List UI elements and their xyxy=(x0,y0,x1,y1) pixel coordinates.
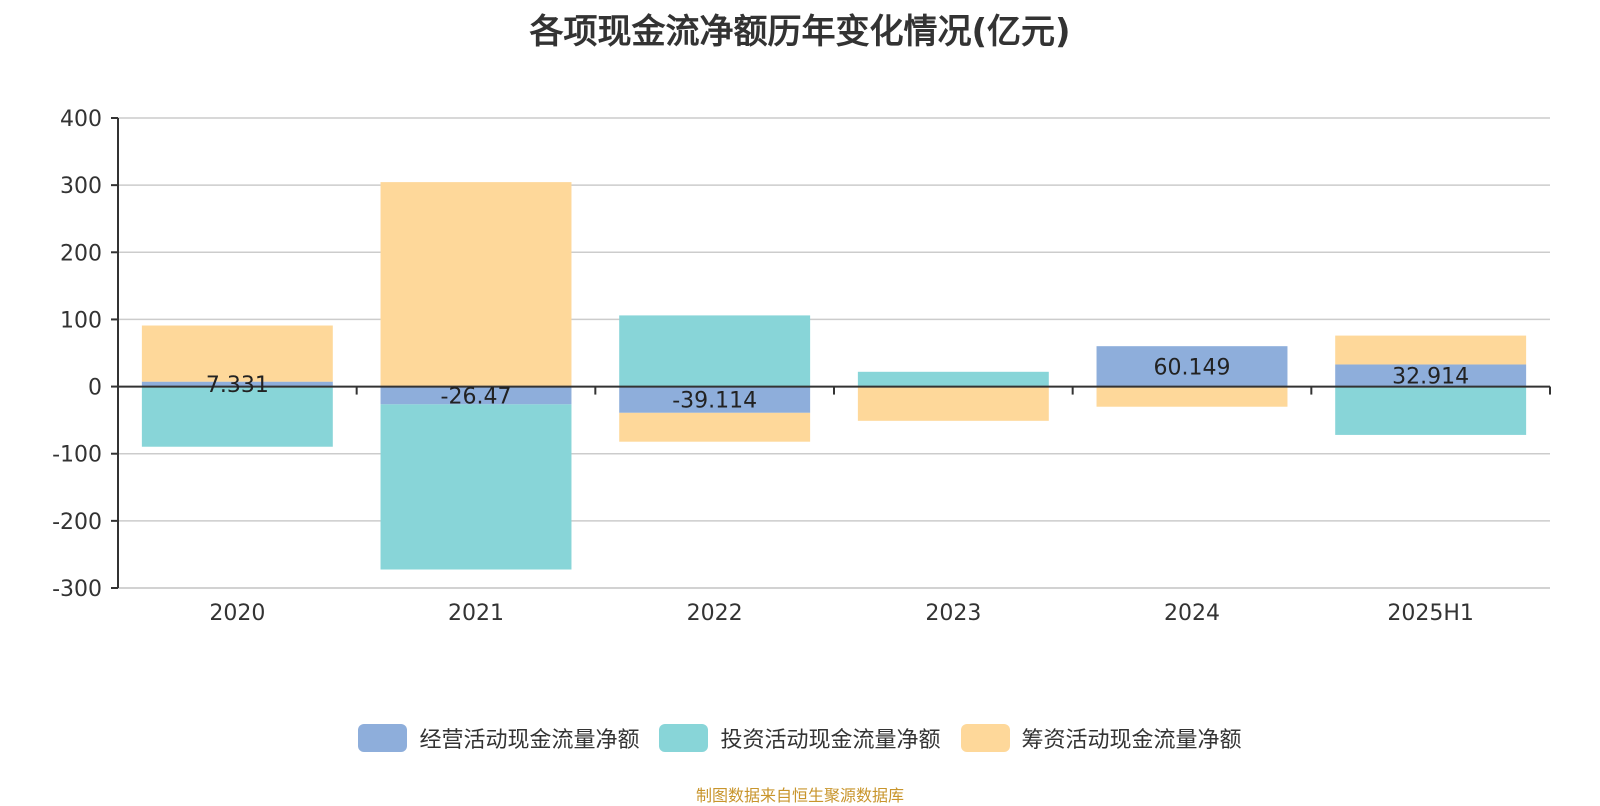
legend: 经营活动现金流量净额 投资活动现金流量净额 筹资活动现金流量净额 xyxy=(0,722,1600,754)
bar-value-label: 60.149 xyxy=(1154,355,1231,380)
x-tick-label: 2022 xyxy=(687,601,743,626)
bar-segment[interactable] xyxy=(619,412,811,442)
y-tick-label: -200 xyxy=(52,510,102,535)
x-tick-label: 2023 xyxy=(925,601,981,626)
bar-segment[interactable] xyxy=(141,325,333,382)
y-tick-label: -100 xyxy=(52,443,102,468)
bar-value-label: 32.914 xyxy=(1392,365,1469,390)
legend-swatch-financing xyxy=(960,724,1010,752)
bar-segment[interactable] xyxy=(1096,346,1288,387)
legend-item-financing[interactable]: 筹资活动现金流量净额 xyxy=(960,722,1242,754)
legend-swatch-investing xyxy=(659,724,709,752)
bars xyxy=(141,182,1527,570)
y-tick-label: 0 xyxy=(88,376,102,401)
y-tick-label: 200 xyxy=(60,241,102,266)
legend-item-operating[interactable]: 经营活动现金流量净额 xyxy=(358,722,639,754)
axes: 400 300 200 100 0 -100 -200 -300 2020 2021 2022 202… xyxy=(52,107,1551,626)
gridlines xyxy=(118,117,1550,589)
bar-segment[interactable] xyxy=(1335,335,1527,365)
legend-label: 经营活动现金流量净额 xyxy=(419,728,640,753)
bar-segment[interactable] xyxy=(380,404,572,570)
bar-value-label: -26.47 xyxy=(441,384,512,409)
chart-title: 各项现金流净额历年变化情况(亿元) xyxy=(529,12,1071,52)
bar-segment[interactable] xyxy=(857,386,1049,421)
y-tick-label: 400 xyxy=(60,107,102,132)
y-tick-label: 100 xyxy=(60,308,102,333)
stacked-bar-chart: 400 300 200 100 0 -100 -200 -300 2020 2021 2022 202… xyxy=(52,107,1551,626)
bar-segment[interactable] xyxy=(141,381,333,387)
x-tick-label: 2021 xyxy=(448,601,504,626)
legend-item-investing[interactable]: 投资活动现金流量净额 xyxy=(659,722,941,754)
bar-segment[interactable] xyxy=(619,386,811,413)
bar-value-label: -39.114 xyxy=(672,389,757,414)
bar-value-label: 7.331 xyxy=(206,373,269,398)
x-tick-label: 2025H1 xyxy=(1387,601,1474,626)
data-labels: 7.331 -26.47 -39.114 60.149 32.914 xyxy=(206,355,1469,413)
y-tick-label: -300 xyxy=(52,577,102,602)
bar-segment[interactable] xyxy=(1335,364,1527,387)
legend-swatch-operating xyxy=(358,724,408,752)
x-tick-label: 2024 xyxy=(1164,601,1220,626)
x-tick-label: 2020 xyxy=(209,601,265,626)
bar-segment[interactable] xyxy=(857,371,1049,386)
bar-segment[interactable] xyxy=(619,315,811,387)
bar-segment[interactable] xyxy=(380,182,572,387)
source-note: 制图数据来自恒生聚源数据库 xyxy=(695,786,904,805)
legend-label: 筹资活动现金流量净额 xyxy=(1021,728,1242,753)
y-tick-label: 300 xyxy=(60,174,102,199)
legend-label: 投资活动现金流量净额 xyxy=(720,728,941,753)
bar-segment[interactable] xyxy=(141,386,333,447)
bar-segment[interactable] xyxy=(1096,386,1288,407)
bar-segment[interactable] xyxy=(380,386,572,405)
bar-segment[interactable] xyxy=(1335,386,1527,435)
